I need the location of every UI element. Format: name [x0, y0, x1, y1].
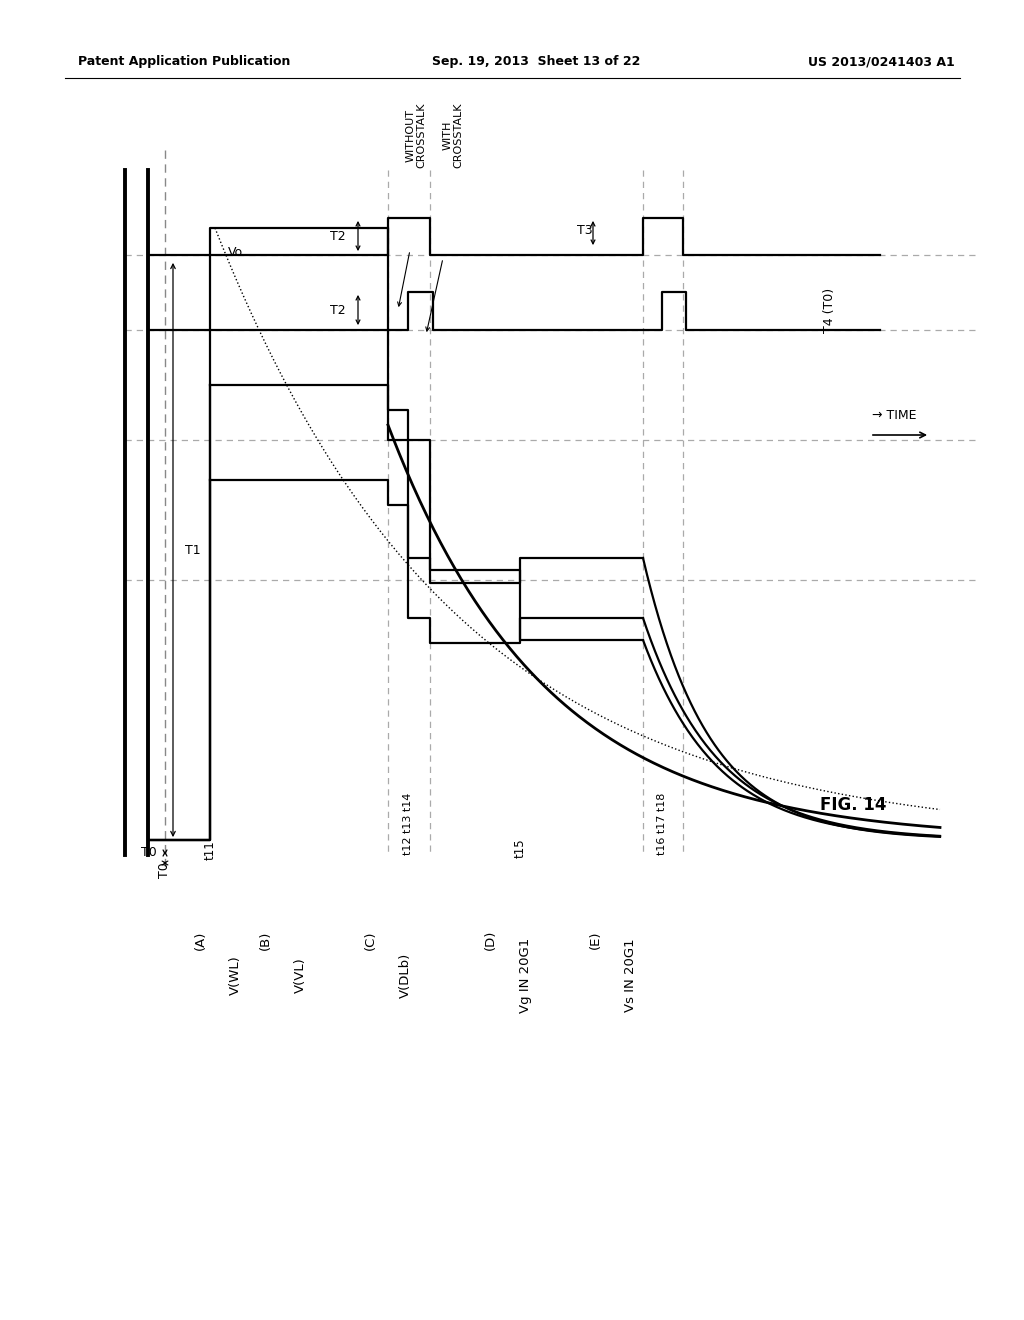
Text: Vg IN 20G1: Vg IN 20G1: [518, 937, 531, 1012]
Text: T2: T2: [331, 304, 346, 317]
Text: T3: T3: [578, 223, 593, 236]
Text: t16 t17 t18: t16 t17 t18: [657, 792, 667, 855]
Text: Patent Application Publication: Patent Application Publication: [78, 55, 291, 69]
Text: (C): (C): [364, 931, 377, 950]
Text: Vo: Vo: [228, 246, 243, 259]
Text: T1: T1: [185, 544, 201, 557]
Text: WITH
CROSSTALK: WITH CROSSTALK: [442, 103, 464, 168]
Text: FIG. 14: FIG. 14: [820, 796, 887, 814]
Text: WITHOUT
CROSSTALK: WITHOUT CROSSTALK: [406, 103, 426, 168]
Text: Sep. 19, 2013  Sheet 13 of 22: Sep. 19, 2013 Sheet 13 of 22: [432, 55, 640, 69]
Text: T0: T0: [141, 846, 157, 859]
Text: t11: t11: [204, 841, 216, 861]
Text: (B): (B): [258, 931, 271, 949]
Text: → TIME: → TIME: [872, 409, 916, 422]
Text: t15: t15: [513, 838, 526, 858]
Text: V(VL): V(VL): [294, 957, 306, 993]
Text: T4 (T0): T4 (T0): [823, 288, 837, 333]
Text: V(DLb): V(DLb): [398, 952, 412, 998]
Text: (D): (D): [483, 929, 497, 950]
Text: V(WL): V(WL): [228, 956, 242, 995]
Text: (A): (A): [194, 931, 207, 949]
Text: (E): (E): [589, 931, 601, 949]
Text: t12 t13 t14: t12 t13 t14: [403, 792, 413, 855]
Text: US 2013/0241403 A1: US 2013/0241403 A1: [808, 55, 955, 69]
Text: T0: T0: [159, 862, 171, 878]
Text: Vs IN 20G1: Vs IN 20G1: [624, 939, 637, 1012]
Text: T2: T2: [331, 230, 346, 243]
